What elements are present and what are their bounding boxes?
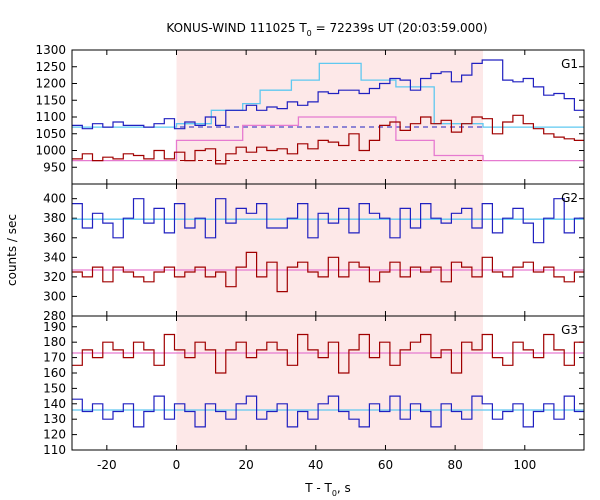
- y-tick-label: 110: [43, 443, 66, 457]
- series-high-energy: [72, 251, 584, 293]
- x-axis-label: T - T0, s: [304, 481, 351, 498]
- y-tick-label: 1000: [35, 144, 66, 158]
- panel-g2: 280 300 320 340 360 380 400 G2: [43, 183, 585, 323]
- series-low-energy: [72, 59, 584, 130]
- panels: 9501000105011001150120012501300G12803003…: [35, 43, 585, 472]
- highlight-interval: [176, 184, 483, 316]
- x-tick-label: -20: [97, 458, 117, 472]
- panel-frame: [71, 315, 585, 451]
- panel-plot-area: [72, 59, 584, 165]
- y-tick-label: 140: [43, 397, 66, 411]
- y-tick-label: 1250: [35, 60, 66, 74]
- y-tick-label: 170: [43, 351, 66, 365]
- panel-plot-area: [72, 198, 584, 293]
- y-tick-label: 360: [43, 231, 66, 245]
- x-tick-label: 20: [239, 458, 254, 472]
- y-tick-label: 320: [43, 270, 66, 284]
- series-low-energy: [72, 198, 584, 244]
- fit-line-fit_high: [72, 116, 584, 162]
- x-tick-label: 0: [173, 458, 181, 472]
- y-tick-label: 180: [43, 335, 66, 349]
- y-tick-label: 340: [43, 250, 66, 264]
- y-tick-label: 1100: [35, 110, 66, 124]
- panel-label: G1: [561, 57, 578, 71]
- fit-line-fit_low: [72, 62, 584, 128]
- y-tick-label: 120: [43, 428, 66, 442]
- x-tick-label: 60: [378, 458, 393, 472]
- y-tick-label: 1150: [35, 93, 66, 107]
- y-tick-label: 950: [43, 160, 66, 174]
- y-tick-label: 280: [43, 309, 66, 323]
- series-high-energy: [72, 114, 584, 165]
- y-tick-label: 1050: [35, 127, 66, 141]
- panel-g1: 950 1000 1050 1100 1150 1200 1250 1300 G1: [35, 43, 585, 185]
- highlight-interval: [176, 316, 483, 450]
- chart-title: KONUS-WIND 111025 T0 = 72239s UT (20:03:…: [166, 21, 487, 38]
- y-tick-label: 1200: [35, 77, 66, 91]
- series-high-energy: [72, 333, 584, 374]
- x-tick-label: 100: [513, 458, 536, 472]
- y-tick-label: 300: [43, 289, 66, 303]
- panel-label: G2: [561, 191, 578, 205]
- x-tick-label: 40: [308, 458, 323, 472]
- panel-label: G3: [561, 323, 578, 337]
- y-tick-label: 1300: [35, 43, 66, 57]
- x-tick-label: 80: [447, 458, 462, 472]
- y-tick-label: 130: [43, 412, 66, 426]
- y-tick-label: 400: [43, 192, 66, 206]
- panel-plot-area: [72, 333, 584, 428]
- y-tick-label: 190: [43, 320, 66, 334]
- y-tick-label: 380: [43, 211, 66, 225]
- series-low-energy: [72, 395, 584, 428]
- y-tick-label: 150: [43, 381, 66, 395]
- y-tick-label: 160: [43, 366, 66, 380]
- y-axis-label: counts / sec: [5, 214, 19, 286]
